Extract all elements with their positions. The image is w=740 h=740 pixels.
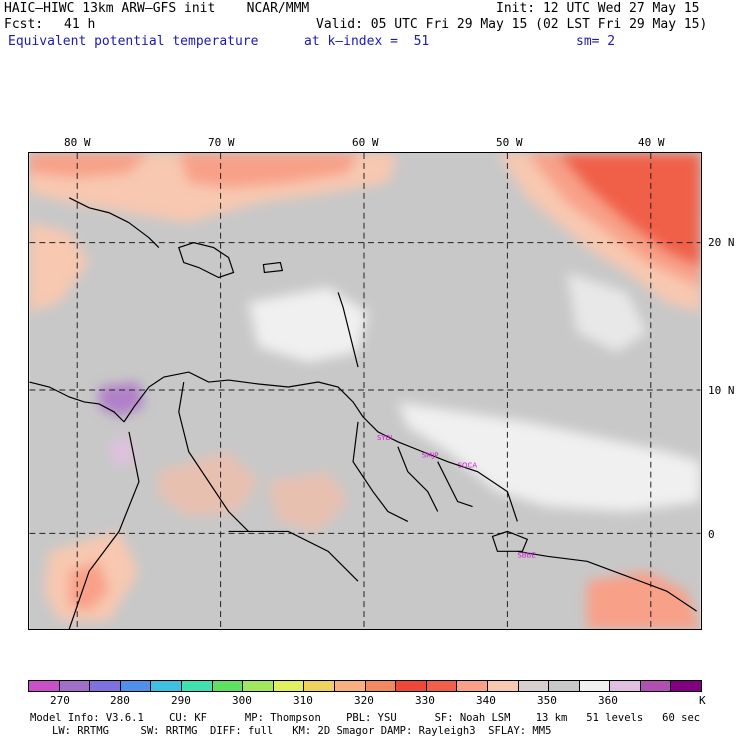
colorbar-swatch	[365, 681, 397, 691]
colorbar-swatch	[610, 681, 641, 691]
lon-label-60w: 60 W	[352, 136, 379, 149]
colorbar-swatch	[273, 681, 305, 691]
valid-time: Valid: 05 UTC Fri 29 May 15 (02 LST Fri …	[316, 17, 708, 32]
colorbar-swatch	[29, 681, 60, 691]
colorbar-swatch	[426, 681, 458, 691]
colorbar-swatch	[487, 681, 519, 691]
lon-label-40w: 40 W	[638, 136, 665, 149]
colorbar-tick: 280	[110, 694, 130, 707]
colorbar-swatch	[640, 681, 672, 691]
colorbar-swatch	[334, 681, 366, 691]
colorbar-swatch	[549, 681, 580, 691]
colorbar-swatch	[212, 681, 244, 691]
colorbar-swatch	[671, 681, 702, 691]
colorbar-swatch	[457, 681, 488, 691]
field-name: Equivalent potential temperature	[8, 34, 259, 49]
coastlines	[29, 197, 697, 629]
colorbar-swatch	[181, 681, 213, 691]
theta-e-map: SYBI SMJP SOCA SBBE	[28, 152, 702, 630]
level-info: at k–index = 51	[304, 34, 430, 49]
colorbar-tick: 300	[232, 694, 252, 707]
lat-label-20n: 20 N	[708, 236, 735, 249]
model-info-line-2: LW: RRTMG SW: RRTMG DIFF: full KM: 2D Sm…	[52, 725, 552, 737]
colorbar-swatch	[396, 681, 427, 691]
lat-label-10n: 10 N	[708, 384, 735, 397]
lon-label-70w: 70 W	[208, 136, 235, 149]
colorbar-swatch	[90, 681, 121, 691]
forecast-hour: 41 h	[64, 17, 96, 32]
forecast-label: Fcst:	[4, 17, 44, 32]
lat-label-0: 0	[708, 528, 715, 541]
colorbar-tick: 290	[171, 694, 191, 707]
colorbar-tick: 310	[293, 694, 313, 707]
station-label-smjp: SMJP	[422, 452, 439, 460]
colorbar-swatch	[59, 681, 91, 691]
model-info-line-1: Model Info: V3.6.1 CU: KF MP: Thompson P…	[30, 712, 701, 724]
colorbar-swatch	[151, 681, 182, 691]
colorbar-swatch	[304, 681, 335, 691]
station-label-sybi: SYBI	[377, 434, 393, 442]
station-label-soca: SOCA	[458, 462, 478, 470]
station-label-sbbe: SBBE	[517, 551, 535, 559]
colorbar-swatch	[243, 681, 274, 691]
lon-label-50w: 50 W	[496, 136, 523, 149]
colorbar-tick: 350	[537, 694, 557, 707]
lon-label-80w: 80 W	[64, 136, 91, 149]
colorbar-tick: 340	[476, 694, 496, 707]
colorbar-swatch	[120, 681, 152, 691]
colorbar-tick: 320	[354, 694, 374, 707]
colorbar-swatch	[518, 681, 550, 691]
smoothing-info: sm= 2	[576, 34, 616, 49]
graticule	[29, 153, 701, 629]
theta-e-shading	[29, 153, 701, 629]
colorbar-tick: 270	[50, 694, 70, 707]
colorbar-tick: 330	[415, 694, 435, 707]
colorbar-swatch	[579, 681, 611, 691]
colorbar-unit: K	[699, 694, 706, 707]
colorbar-tick: 360	[598, 694, 618, 707]
colorbar	[28, 680, 702, 692]
init-time: Init: 12 UTC Wed 27 May 15	[496, 1, 700, 16]
model-title: HAIC–HIWC 13km ARW–GFS init NCAR/MMM	[4, 1, 310, 16]
